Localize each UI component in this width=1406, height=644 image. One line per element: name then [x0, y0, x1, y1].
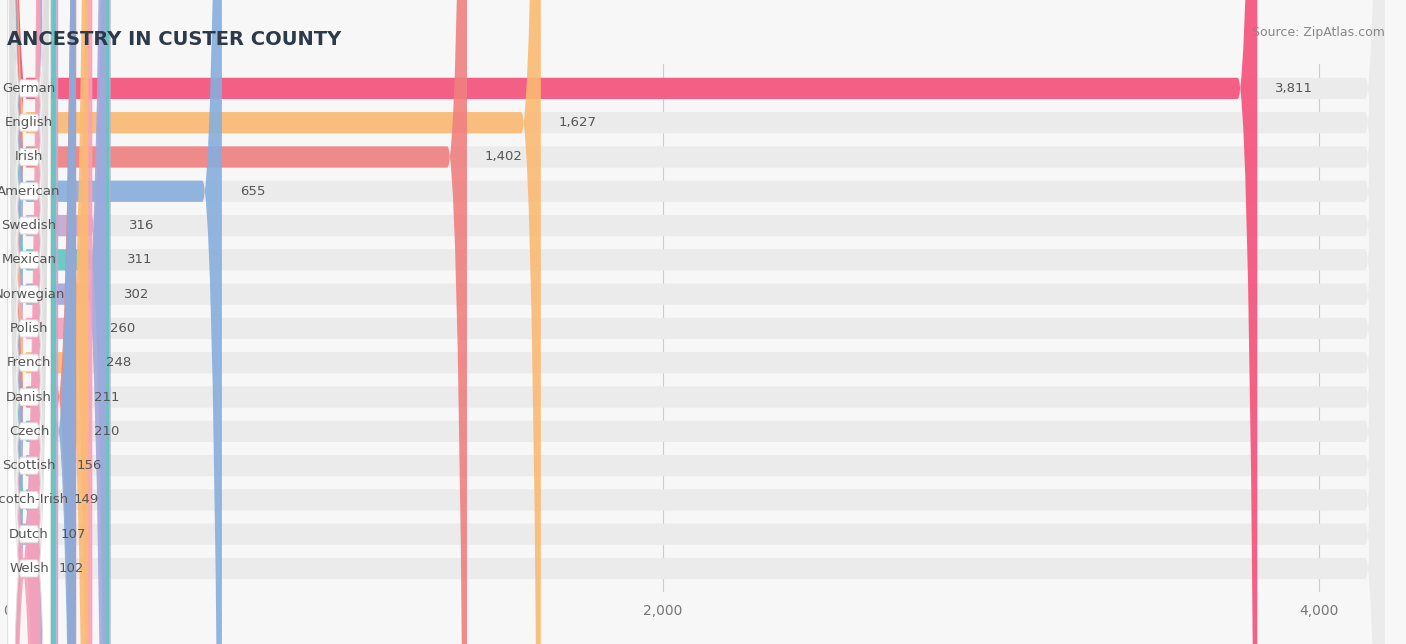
Text: 655: 655 [240, 185, 266, 198]
Text: Scottish: Scottish [3, 459, 56, 472]
FancyBboxPatch shape [7, 0, 51, 644]
FancyBboxPatch shape [7, 0, 105, 644]
FancyBboxPatch shape [7, 0, 56, 644]
FancyBboxPatch shape [7, 0, 51, 644]
FancyBboxPatch shape [7, 0, 93, 644]
FancyBboxPatch shape [7, 0, 51, 644]
FancyBboxPatch shape [7, 0, 51, 644]
Text: 302: 302 [124, 288, 149, 301]
FancyBboxPatch shape [7, 0, 1385, 644]
Text: Welsh: Welsh [8, 562, 49, 575]
Text: Irish: Irish [15, 151, 44, 164]
Text: ANCESTRY IN CUSTER COUNTY: ANCESTRY IN CUSTER COUNTY [7, 30, 342, 49]
Text: Norwegian: Norwegian [0, 288, 65, 301]
Text: 102: 102 [59, 562, 84, 575]
FancyBboxPatch shape [7, 0, 1385, 644]
FancyBboxPatch shape [7, 0, 1385, 644]
FancyBboxPatch shape [7, 0, 110, 644]
FancyBboxPatch shape [7, 0, 1385, 644]
Text: 210: 210 [94, 425, 120, 438]
FancyBboxPatch shape [7, 0, 76, 644]
FancyBboxPatch shape [7, 0, 467, 644]
Text: Polish: Polish [10, 322, 48, 335]
FancyBboxPatch shape [7, 0, 41, 644]
FancyBboxPatch shape [7, 0, 1385, 644]
Text: 211: 211 [94, 390, 120, 404]
FancyBboxPatch shape [7, 0, 1385, 644]
FancyBboxPatch shape [7, 0, 51, 644]
FancyBboxPatch shape [7, 0, 1385, 644]
FancyBboxPatch shape [7, 0, 51, 644]
FancyBboxPatch shape [7, 0, 51, 644]
Text: Czech: Czech [8, 425, 49, 438]
Text: Source: ZipAtlas.com: Source: ZipAtlas.com [1251, 26, 1385, 39]
FancyBboxPatch shape [7, 0, 51, 644]
Text: 149: 149 [75, 493, 100, 506]
Text: 3,811: 3,811 [1275, 82, 1313, 95]
FancyBboxPatch shape [7, 0, 51, 644]
FancyBboxPatch shape [7, 0, 89, 644]
Text: American: American [0, 185, 60, 198]
Text: French: French [7, 356, 51, 369]
Text: Dutch: Dutch [8, 527, 49, 541]
FancyBboxPatch shape [7, 0, 51, 644]
FancyBboxPatch shape [7, 0, 51, 644]
Text: 1,627: 1,627 [558, 116, 596, 129]
Text: Danish: Danish [6, 390, 52, 404]
FancyBboxPatch shape [7, 0, 51, 644]
Text: Scotch-Irish: Scotch-Irish [0, 493, 67, 506]
FancyBboxPatch shape [7, 0, 51, 644]
Text: 311: 311 [127, 253, 153, 267]
Text: Mexican: Mexican [1, 253, 56, 267]
FancyBboxPatch shape [7, 0, 76, 644]
FancyBboxPatch shape [7, 0, 541, 644]
Text: Swedish: Swedish [1, 219, 56, 232]
FancyBboxPatch shape [7, 0, 1385, 644]
Text: 316: 316 [129, 219, 155, 232]
FancyBboxPatch shape [7, 0, 1385, 644]
FancyBboxPatch shape [7, 0, 51, 644]
FancyBboxPatch shape [7, 0, 51, 644]
FancyBboxPatch shape [7, 0, 1385, 644]
FancyBboxPatch shape [7, 0, 1385, 644]
Text: 1,402: 1,402 [485, 151, 523, 164]
FancyBboxPatch shape [7, 0, 1385, 644]
Text: 260: 260 [111, 322, 135, 335]
FancyBboxPatch shape [7, 0, 1385, 644]
Text: English: English [6, 116, 53, 129]
Text: German: German [3, 82, 56, 95]
Text: 248: 248 [107, 356, 132, 369]
FancyBboxPatch shape [7, 0, 1385, 644]
FancyBboxPatch shape [7, 0, 1257, 644]
FancyBboxPatch shape [7, 0, 58, 644]
FancyBboxPatch shape [7, 0, 1385, 644]
FancyBboxPatch shape [7, 0, 222, 644]
Text: 156: 156 [76, 459, 101, 472]
FancyBboxPatch shape [7, 0, 111, 644]
Text: 107: 107 [60, 527, 86, 541]
FancyBboxPatch shape [7, 0, 42, 644]
